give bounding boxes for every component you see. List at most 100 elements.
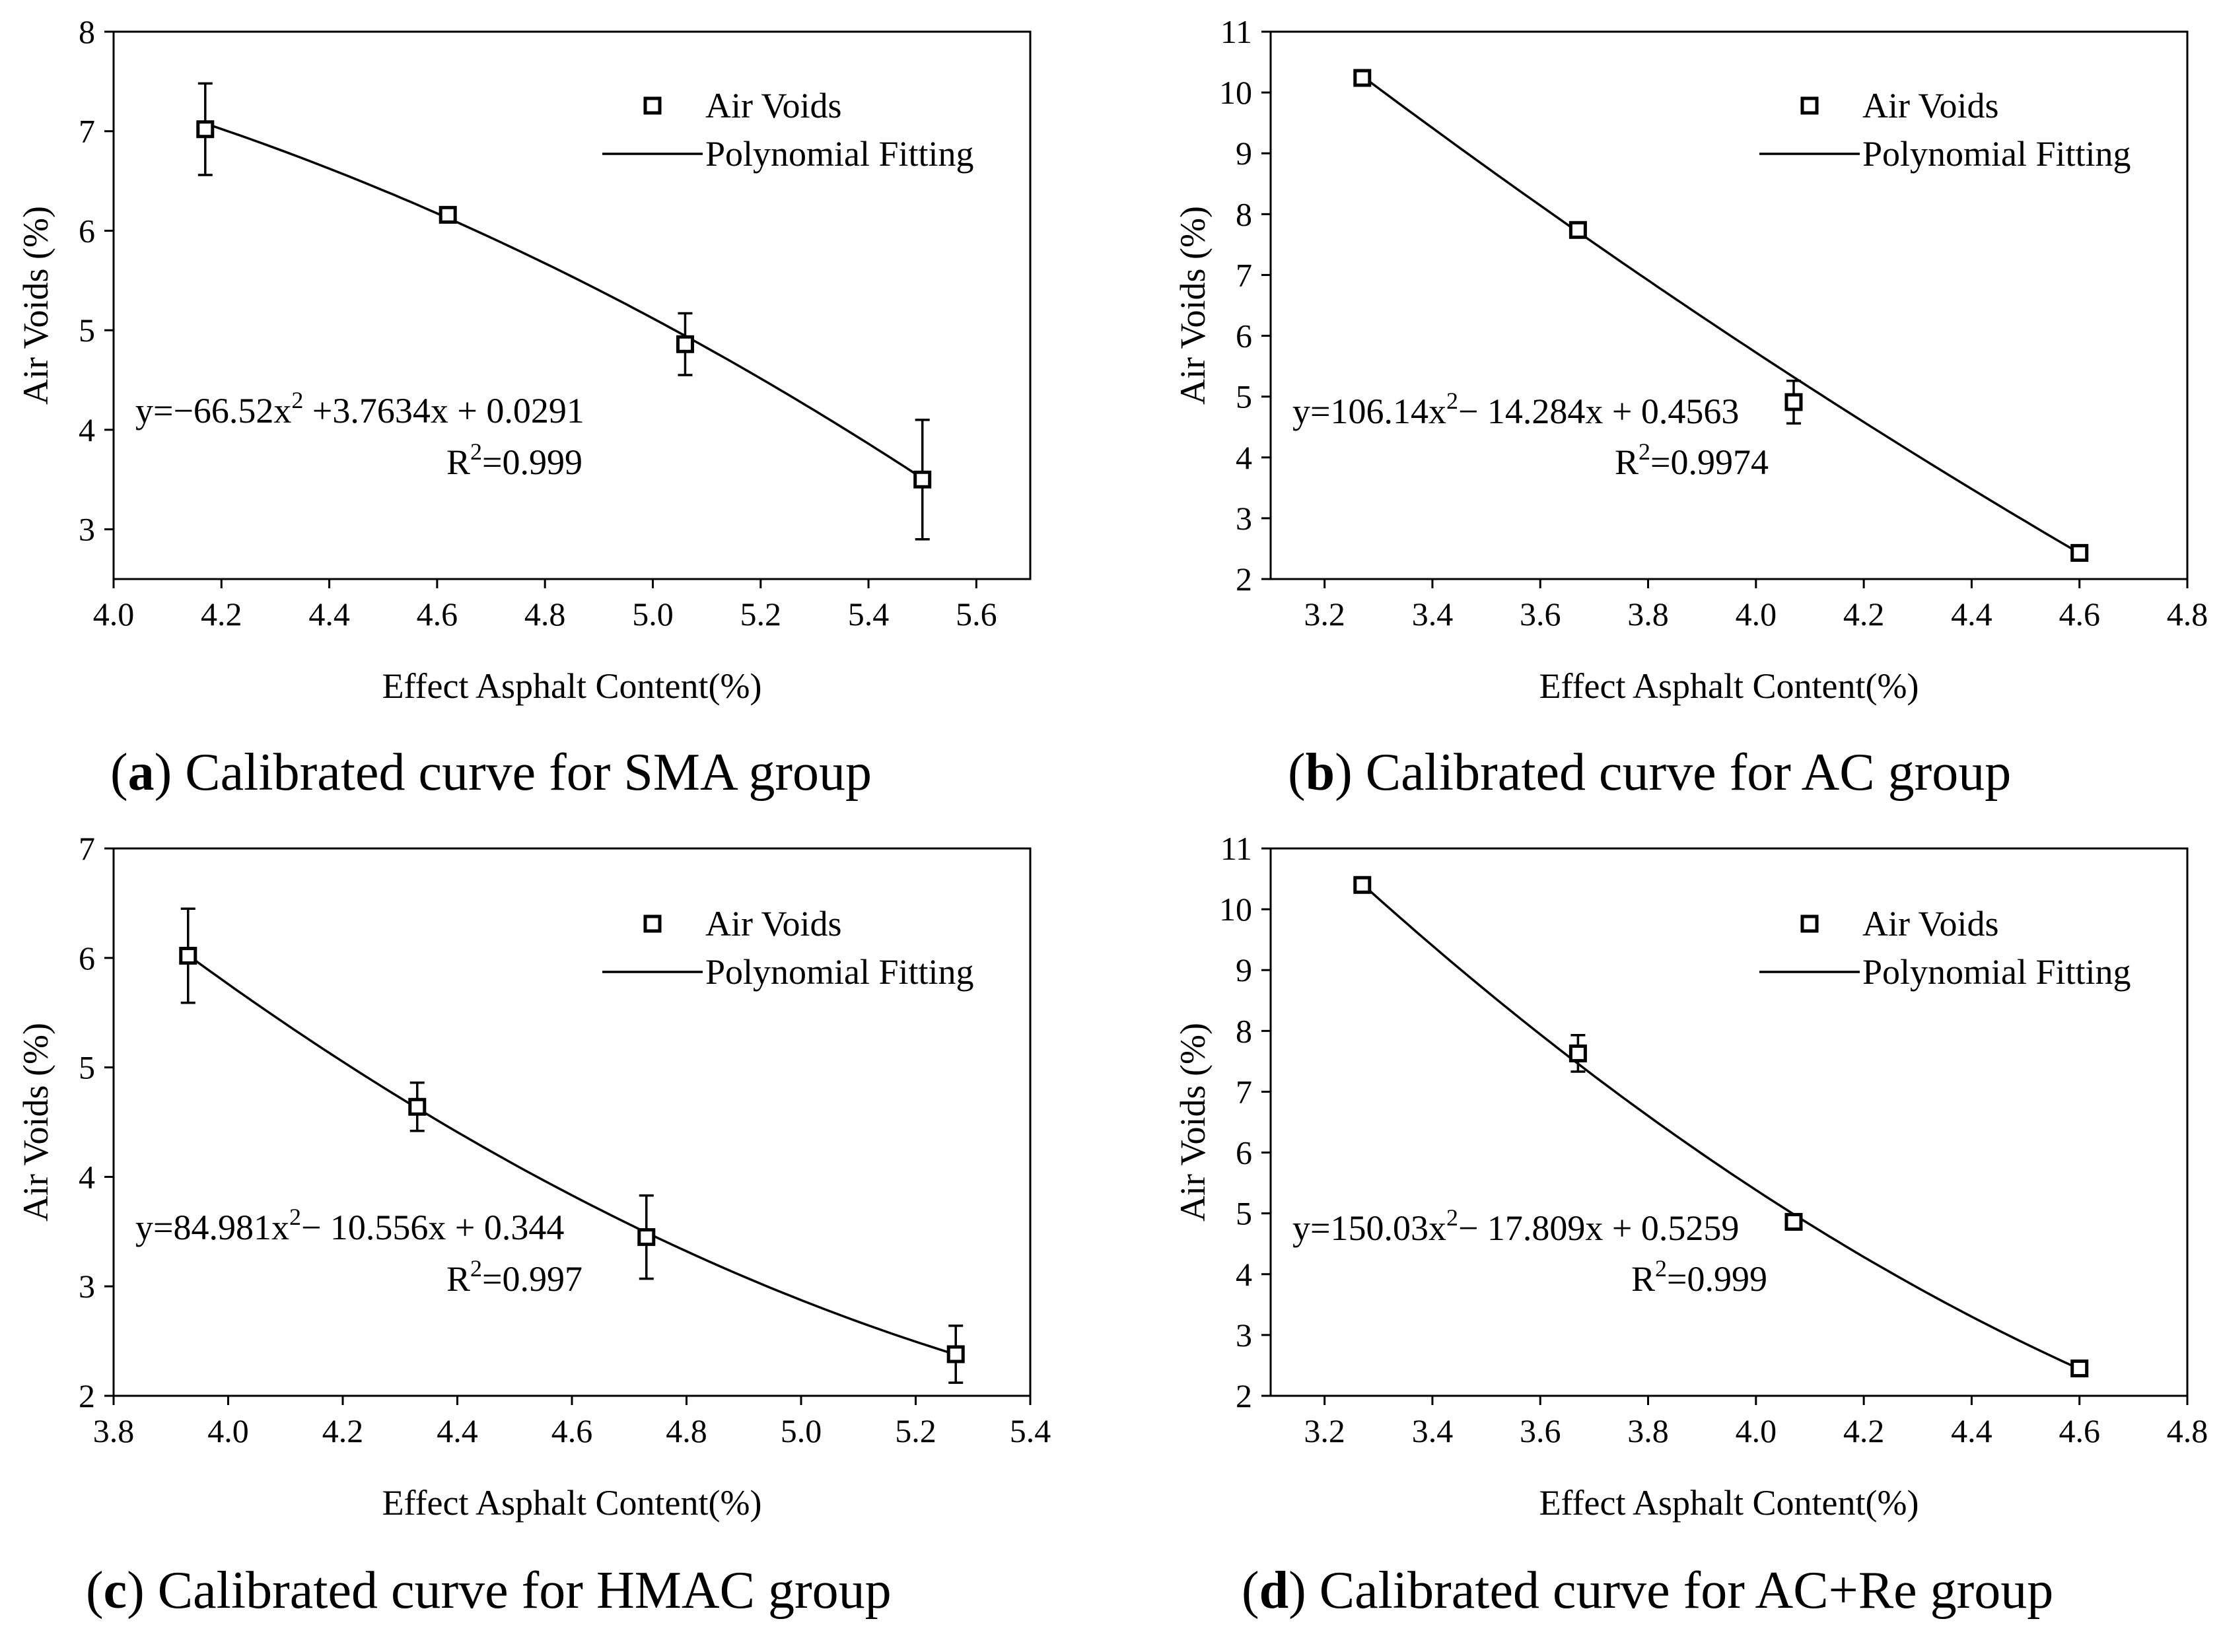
plot-frame bbox=[112, 30, 1032, 580]
chart-panel-b: 3.2 3.4 3.6 3.8 4.0 4.2 4.4 4.6 4.8 2 3 4 5 6 7 8 9 10 11 E… bbox=[1173, 13, 2208, 802]
x-tick-label: 4.0 bbox=[1736, 596, 1777, 633]
x-tick-label: 5.6 bbox=[956, 596, 997, 633]
data-point bbox=[2070, 543, 2089, 562]
x-tick-label: 4.8 bbox=[2167, 596, 2208, 633]
y-tick-label: 11 bbox=[1220, 830, 1252, 867]
y-tick-label: 5 bbox=[79, 312, 95, 349]
y-tick-label: 6 bbox=[1236, 1134, 1252, 1171]
y-axis-label: Air Voids (%) bbox=[16, 206, 55, 405]
x-tick-label: 4.8 bbox=[666, 1412, 707, 1449]
fit-equation: y=−66.52x2 +3.7634x + 0.0291 bbox=[135, 387, 584, 430]
chart-panel-c: 3.8 4.0 4.2 4.4 4.6 4.8 5.0 5.2 5.4 2 3 4 5 6 7 Effect … bbox=[16, 830, 1051, 1620]
fit-curve bbox=[187, 954, 956, 1356]
x-tick-label: 3.4 bbox=[1412, 1412, 1454, 1449]
data-point bbox=[637, 1228, 656, 1247]
x-tick-label: 4.0 bbox=[1736, 1412, 1777, 1449]
plot-frame bbox=[112, 847, 1032, 1397]
data-point bbox=[439, 205, 457, 224]
x-tick-label: 3.2 bbox=[1304, 1412, 1345, 1449]
data-point bbox=[946, 1345, 965, 1363]
data-point bbox=[913, 470, 932, 489]
plot-frame bbox=[1269, 30, 2189, 580]
y-tick-label: 4 bbox=[1236, 439, 1252, 476]
y-tick-label: 7 bbox=[79, 113, 95, 150]
x-axis-label: Effect Asphalt Content(%) bbox=[382, 1483, 762, 1523]
legend-marker bbox=[643, 914, 662, 933]
y-axis-label: Air Voids (%) bbox=[1173, 206, 1213, 405]
y-tick-label: 9 bbox=[1236, 135, 1252, 172]
y-tick-label: 2 bbox=[79, 1377, 95, 1414]
y-tick-label: 7 bbox=[1236, 1073, 1252, 1110]
panel-caption: (c) Calibrated curve for HMAC group bbox=[86, 1562, 892, 1620]
y-tick-label: 4 bbox=[1236, 1256, 1252, 1293]
legend-marker bbox=[643, 96, 662, 115]
data-point bbox=[676, 335, 694, 353]
data-point bbox=[1353, 69, 1372, 87]
y-tick-label: 7 bbox=[79, 830, 95, 867]
legend-marker bbox=[1800, 914, 1819, 933]
x-tick-label: 5.0 bbox=[781, 1412, 822, 1449]
x-tick-label: 4.6 bbox=[2059, 1412, 2100, 1449]
y-tick-label: 2 bbox=[1236, 1377, 1252, 1414]
data-point bbox=[196, 120, 215, 139]
r-squared: R2=0.997 bbox=[446, 1255, 582, 1299]
x-axis-label: Effect Asphalt Content(%) bbox=[1539, 666, 1919, 706]
y-tick-label: 9 bbox=[1236, 951, 1252, 988]
plot-frame bbox=[1269, 847, 2189, 1397]
data-point bbox=[1569, 1044, 1587, 1062]
x-axis-label: Effect Asphalt Content(%) bbox=[1539, 1483, 1919, 1523]
x-tick-label: 4.8 bbox=[2167, 1412, 2208, 1449]
legend-label-polynomial-fitting: Polynomial Fitting bbox=[705, 952, 974, 992]
fit-equation: y=106.14x2− 14.284x + 0.4563 bbox=[1292, 388, 1739, 431]
data-point bbox=[1353, 876, 1372, 894]
y-tick-label: 7 bbox=[1236, 256, 1252, 293]
y-tick-label: 5 bbox=[1236, 1195, 1252, 1232]
legend-label-polynomial-fitting: Polynomial Fitting bbox=[705, 134, 974, 174]
x-tick-label: 4.4 bbox=[437, 1412, 478, 1449]
r-squared: R2=0.9974 bbox=[1615, 438, 1769, 482]
y-tick-label: 4 bbox=[79, 1158, 95, 1195]
chart-panel-a: 4.0 4.2 4.4 4.6 4.8 5.0 5.2 5.4 5.6 3 4 5 6 7 8 Effect … bbox=[16, 13, 1032, 802]
y-tick-label: 3 bbox=[1236, 1317, 1252, 1354]
x-tick-label: 4.2 bbox=[322, 1412, 364, 1449]
x-tick-label: 3.6 bbox=[1520, 596, 1561, 633]
x-tick-label: 4.6 bbox=[417, 596, 458, 633]
y-tick-label: 3 bbox=[79, 1268, 95, 1305]
data-point bbox=[1569, 221, 1587, 239]
data-point bbox=[1784, 1213, 1803, 1231]
fit-equation: y=84.981x2− 10.556x + 0.344 bbox=[135, 1204, 564, 1247]
legend-label-air-voids: Air Voids bbox=[705, 86, 842, 125]
x-tick-label: 5.4 bbox=[848, 596, 890, 633]
y-tick-label: 5 bbox=[79, 1049, 95, 1086]
y-tick-label: 6 bbox=[79, 940, 95, 977]
y-tick-label: 2 bbox=[1236, 561, 1252, 598]
x-tick-label: 3.8 bbox=[93, 1412, 135, 1449]
y-tick-label: 6 bbox=[79, 212, 95, 249]
x-tick-label: 4.4 bbox=[308, 596, 350, 633]
x-tick-label: 5.2 bbox=[895, 1412, 936, 1449]
legend-label-polynomial-fitting: Polynomial Fitting bbox=[1862, 134, 2131, 174]
y-tick-label: 10 bbox=[1219, 891, 1252, 928]
x-tick-label: 4.8 bbox=[524, 596, 566, 633]
x-tick-label: 4.0 bbox=[93, 596, 135, 633]
r-squared: R2=0.999 bbox=[446, 438, 582, 482]
x-tick-label: 4.4 bbox=[1951, 596, 1992, 633]
y-tick-label: 8 bbox=[1236, 195, 1252, 232]
panel-caption: (a) Calibrated curve for SMA group bbox=[110, 743, 872, 802]
y-tick-label: 3 bbox=[79, 511, 95, 548]
legend-label-polynomial-fitting: Polynomial Fitting bbox=[1862, 952, 2131, 992]
y-tick-label: 8 bbox=[1236, 1012, 1252, 1049]
x-tick-label: 4.6 bbox=[551, 1412, 593, 1449]
x-tick-label: 3.2 bbox=[1304, 596, 1345, 633]
panel-caption: (d) Calibrated curve for AC+Re group bbox=[1242, 1562, 2053, 1620]
data-point bbox=[2070, 1359, 2089, 1378]
x-tick-label: 3.6 bbox=[1520, 1412, 1561, 1449]
legend-marker bbox=[1800, 96, 1819, 115]
fit-curve bbox=[205, 122, 923, 479]
data-point bbox=[179, 946, 197, 965]
panel-caption: (b) Calibrated curve for AC group bbox=[1288, 743, 2011, 802]
x-tick-label: 4.2 bbox=[1843, 1412, 1885, 1449]
x-tick-label: 3.8 bbox=[1627, 1412, 1669, 1449]
y-tick-label: 10 bbox=[1219, 74, 1252, 111]
